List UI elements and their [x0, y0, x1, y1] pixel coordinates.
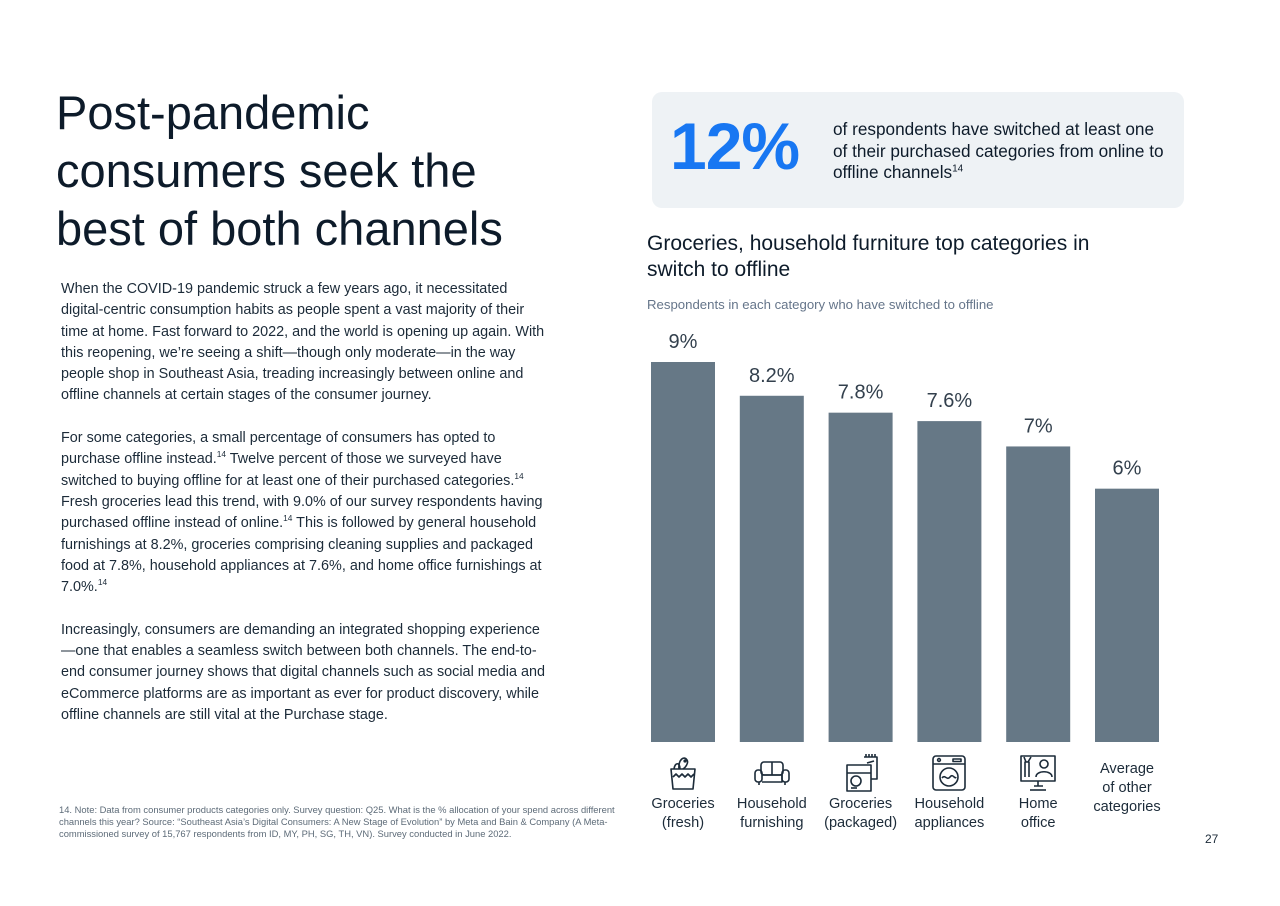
- category-label-line: Average: [1099, 761, 1155, 777]
- bar-0: [651, 362, 715, 742]
- bar-value-label-4: 7%: [1024, 415, 1053, 437]
- bar-value-label-1: 8.2%: [749, 365, 795, 387]
- footnote-ref: 14: [283, 513, 293, 524]
- category-label-5: Average of other categories: [1071, 760, 1183, 817]
- stat-callout-text: of respondents have switched at least on…: [833, 119, 1173, 184]
- stat-callout-description: of respondents have switched at least on…: [833, 119, 1164, 182]
- bar-4: [1006, 446, 1071, 742]
- category-label-line: office: [1020, 815, 1056, 831]
- category-label-line: Home: [1018, 796, 1058, 812]
- category-label-4: Home office: [982, 795, 1094, 833]
- body-paragraph-3: Increasingly, consumers are demanding an…: [61, 621, 545, 723]
- footnote-ref: 14: [216, 449, 227, 460]
- page-number: 27: [1205, 832, 1219, 846]
- category-label-line: appliances: [914, 815, 985, 831]
- bar-value-label-2: 7.8%: [838, 382, 884, 404]
- bar-value-label-0: 9%: [669, 331, 698, 353]
- category-label-line: Groceries: [651, 796, 715, 812]
- body-paragraph-1: When the COVID-19 pandemic struck a few …: [61, 281, 545, 404]
- category-label-0: Groceries (fresh): [627, 795, 739, 833]
- stat-callout-value: 12%: [670, 109, 800, 183]
- category-label-1: Household furnishing: [716, 795, 828, 833]
- body-paragraph-2-part-2: Twelve percent of those we surveyed have…: [61, 451, 515, 489]
- bar-5: [1095, 488, 1159, 742]
- category-label-line: categories: [1093, 799, 1161, 815]
- body-paragraph-2-part-3: Fresh groceries lead this trend, with 9.…: [61, 493, 543, 532]
- bar-2: [828, 412, 893, 742]
- category-label-line: of other: [1102, 780, 1152, 796]
- bar-3: [917, 421, 982, 742]
- category-label-line: Groceries: [828, 796, 893, 812]
- body-paragraph-2: For some categories, a small percentage …: [61, 428, 551, 598]
- footnote-ref: 14: [514, 470, 524, 481]
- category-label-3: Household appliances: [893, 795, 1005, 833]
- grocery-bag-icon: [663, 753, 703, 793]
- title-line-1: Post-pandemic: [56, 86, 370, 139]
- bar-value-label-3: 7.6%: [927, 390, 973, 412]
- home-office-icon: [1018, 753, 1058, 793]
- bar-value-label-5: 6%: [1113, 458, 1142, 480]
- body-paragraph-2-part-4: This is followed by general household fu…: [61, 515, 542, 596]
- title-line-3: best of both channels: [56, 202, 503, 255]
- category-label-line: Household: [736, 796, 807, 812]
- packaged-groceries-icon: [841, 753, 881, 793]
- bar-1: [739, 395, 804, 742]
- chart-title: Groceries, household furniture top categ…: [647, 232, 1090, 281]
- category-label-line: (packaged): [824, 815, 898, 831]
- page-title: Post-pandemic consumers seek the best of…: [56, 84, 576, 258]
- body-paragraph-2-part-1: For some categories, a small percentage …: [61, 430, 496, 468]
- category-label-2: Groceries (packaged): [805, 795, 917, 833]
- sofa-icon: [752, 753, 792, 793]
- category-label-line: (fresh): [661, 815, 705, 831]
- title-line-2: consumers seek the: [56, 144, 477, 197]
- footnote: 14. Note: Data from consumer products ca…: [59, 804, 615, 840]
- chart-subtitle: Respondents in each category who have sw…: [647, 297, 994, 312]
- body-text: When the COVID-19 pandemic struck a few …: [61, 279, 551, 748]
- footnote-ref: 14: [952, 163, 964, 175]
- washing-machine-icon: [929, 753, 969, 793]
- category-label-line: Household: [914, 796, 985, 812]
- category-label-line: furnishing: [740, 815, 804, 831]
- stat-callout: [652, 92, 1184, 208]
- footnote-ref: 14: [97, 577, 108, 588]
